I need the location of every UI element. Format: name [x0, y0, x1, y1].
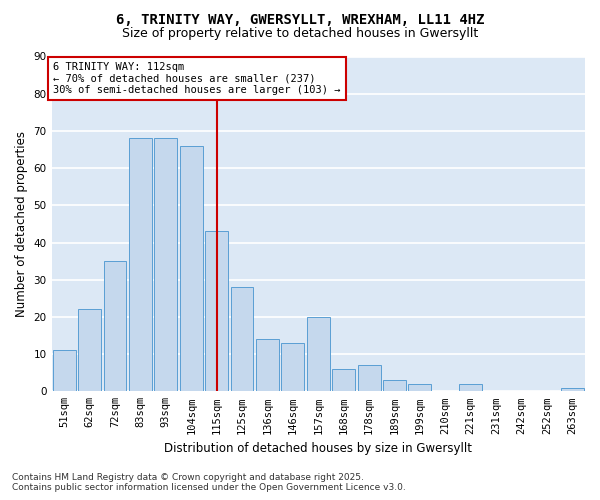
Bar [358, 366, 380, 392]
Bar [281, 343, 304, 392]
Bar [205, 232, 228, 392]
Bar [230, 287, 253, 392]
Text: Size of property relative to detached houses in Gwersyllt: Size of property relative to detached ho… [122, 28, 478, 40]
Bar [104, 261, 127, 392]
Text: 6 TRINITY WAY: 112sqm
← 70% of detached houses are smaller (237)
30% of semi-det: 6 TRINITY WAY: 112sqm ← 70% of detached … [53, 62, 340, 96]
X-axis label: Distribution of detached houses by size in Gwersyllt: Distribution of detached houses by size … [164, 442, 472, 455]
Bar [409, 384, 431, 392]
Bar [307, 317, 330, 392]
Text: 6, TRINITY WAY, GWERSYLLT, WREXHAM, LL11 4HZ: 6, TRINITY WAY, GWERSYLLT, WREXHAM, LL11… [116, 12, 484, 26]
Bar [383, 380, 406, 392]
Bar [561, 388, 584, 392]
Bar [332, 369, 355, 392]
Bar [256, 339, 279, 392]
Y-axis label: Number of detached properties: Number of detached properties [15, 131, 28, 317]
Bar [53, 350, 76, 392]
Bar [180, 146, 203, 392]
Bar [129, 138, 152, 392]
Bar [78, 310, 101, 392]
Bar [459, 384, 482, 392]
Text: Contains HM Land Registry data © Crown copyright and database right 2025.
Contai: Contains HM Land Registry data © Crown c… [12, 473, 406, 492]
Bar [154, 138, 177, 392]
